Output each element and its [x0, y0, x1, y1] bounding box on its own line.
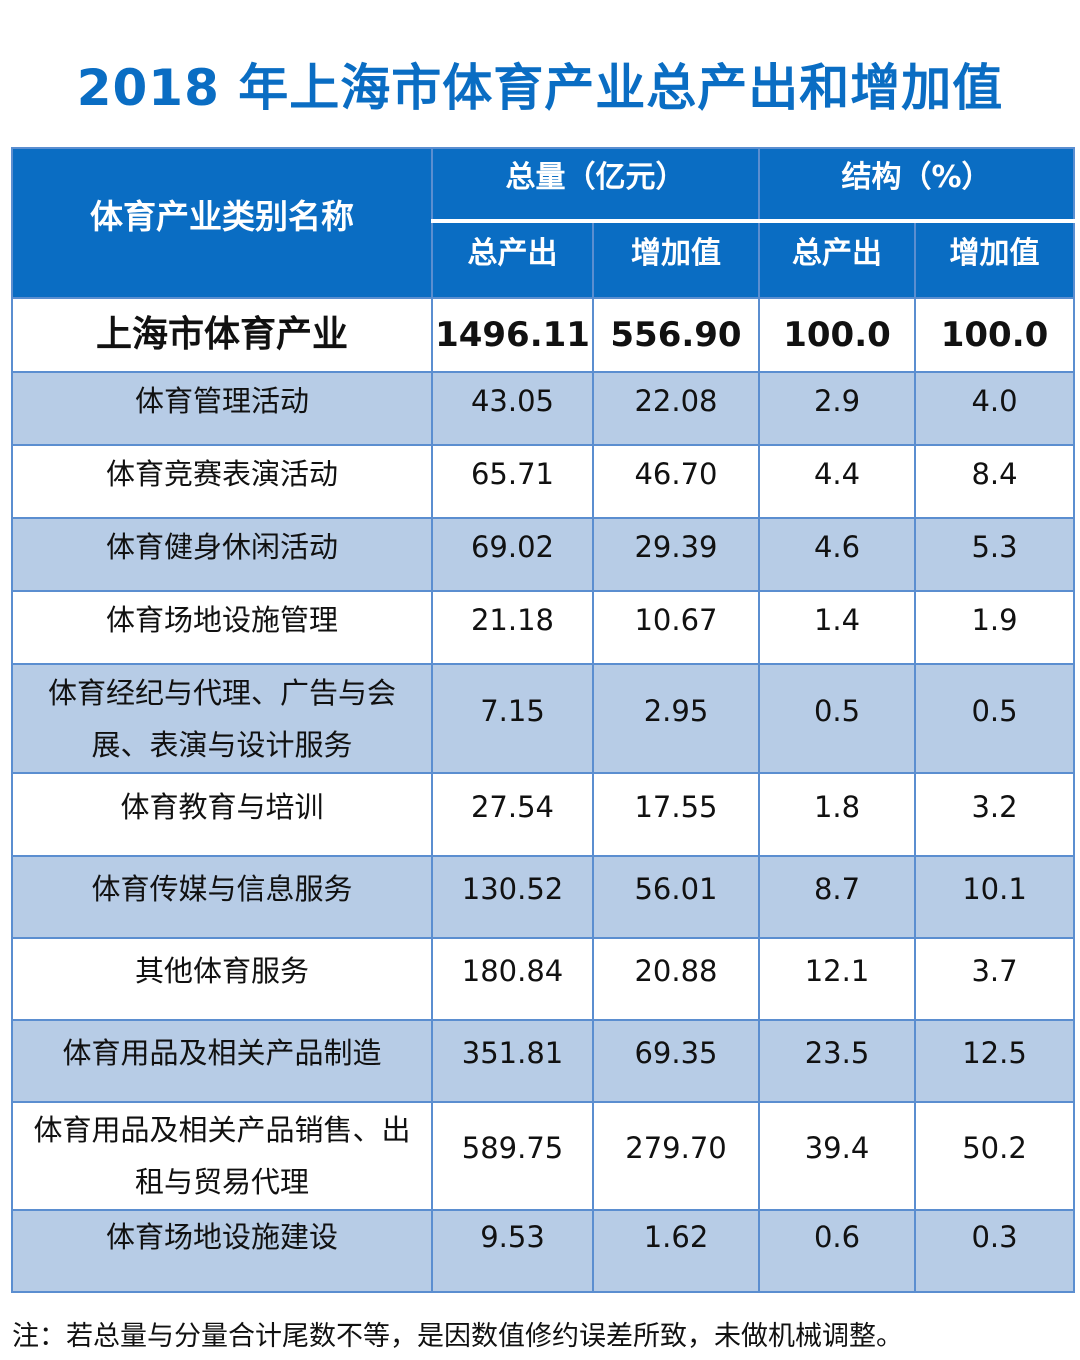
cell-output-pct: 8.7 [758, 855, 916, 939]
header-total-value-added: 增加值 [592, 220, 760, 299]
cell-value-added: 22.08 [592, 371, 760, 446]
cell-value-added: 17.55 [592, 772, 760, 857]
cell-output: 43.05 [431, 371, 594, 446]
header-structure-value-added: 增加值 [914, 220, 1075, 299]
header-total-output: 总产出 [431, 220, 594, 299]
table-row-total: 上海市体育产业 1496.11 556.90 100.0 100.0 [11, 297, 1075, 373]
cell-output: 21.18 [431, 590, 594, 665]
cell-value-added: 556.90 [592, 297, 760, 373]
cell-output-pct: 1.4 [758, 590, 916, 665]
cell-value-added: 20.88 [592, 937, 760, 1021]
cell-value-added: 69.35 [592, 1019, 760, 1103]
cell-output: 7.15 [431, 663, 594, 774]
cell-value-added: 46.70 [592, 444, 760, 519]
row-name: 体育教育与培训 [11, 772, 433, 857]
table-row: 其他体育服务 180.84 20.88 12.1 3.7 [11, 937, 1075, 1021]
row-name: 体育场地设施管理 [11, 590, 433, 665]
cell-value-added-pct: 3.7 [914, 937, 1075, 1021]
cell-output: 130.52 [431, 855, 594, 939]
cell-output: 69.02 [431, 517, 594, 592]
row-name: 上海市体育产业 [11, 297, 433, 373]
cell-output: 589.75 [431, 1101, 594, 1211]
cell-value-added: 29.39 [592, 517, 760, 592]
cell-value-added: 2.95 [592, 663, 760, 774]
cell-value-added-pct: 4.0 [914, 371, 1075, 446]
cell-value-added-pct: 50.2 [914, 1101, 1075, 1211]
row-name: 其他体育服务 [11, 937, 433, 1021]
table-row: 体育竞赛表演活动 65.71 46.70 4.4 8.4 [11, 444, 1075, 519]
cell-value-added: 56.01 [592, 855, 760, 939]
header-group-structure: 结构（%） [758, 147, 1075, 223]
cell-output-pct: 0.5 [758, 663, 916, 774]
header-structure-output: 总产出 [758, 220, 916, 299]
table-row: 体育用品及相关产品销售、出租与贸易代理 589.75 279.70 39.4 5… [11, 1101, 1075, 1211]
cell-value-added-pct: 12.5 [914, 1019, 1075, 1103]
footnote: 注：若总量与分量合计尾数不等，是因数值修约误差所致，未做机械调整。 [12, 1321, 903, 1352]
table-row: 体育用品及相关产品制造 351.81 69.35 23.5 12.5 [11, 1019, 1075, 1103]
cell-value-added-pct: 10.1 [914, 855, 1075, 939]
header-group-total: 总量（亿元） [431, 147, 760, 223]
cell-output: 27.54 [431, 772, 594, 857]
row-name: 体育管理活动 [11, 371, 433, 446]
cell-output-pct: 0.6 [758, 1209, 916, 1293]
cell-value-added-pct: 0.5 [914, 663, 1075, 774]
row-name: 体育竞赛表演活动 [11, 444, 433, 519]
cell-output: 1496.11 [431, 297, 594, 373]
cell-value-added: 10.67 [592, 590, 760, 665]
cell-output-pct: 1.8 [758, 772, 916, 857]
row-name: 体育用品及相关产品销售、出租与贸易代理 [11, 1101, 433, 1211]
cell-output-pct: 4.4 [758, 444, 916, 519]
cell-value-added-pct: 5.3 [914, 517, 1075, 592]
cell-value-added-pct: 1.9 [914, 590, 1075, 665]
table-row: 体育场地设施建设 9.53 1.62 0.6 0.3 [11, 1209, 1075, 1293]
row-name: 体育经纪与代理、广告与会展、表演与设计服务 [11, 663, 433, 774]
cell-output: 65.71 [431, 444, 594, 519]
page-title: 2018 年上海市体育产业总产出和增加值 [76, 59, 1004, 117]
cell-output: 351.81 [431, 1019, 594, 1103]
cell-output: 180.84 [431, 937, 594, 1021]
cell-value-added-pct: 3.2 [914, 772, 1075, 857]
table-row: 体育健身休闲活动 69.02 29.39 4.6 5.3 [11, 517, 1075, 592]
row-name: 体育传媒与信息服务 [11, 855, 433, 939]
row-name: 体育健身休闲活动 [11, 517, 433, 592]
header-category-name: 体育产业类别名称 [11, 147, 433, 299]
cell-output: 9.53 [431, 1209, 594, 1293]
cell-value-added-pct: 8.4 [914, 444, 1075, 519]
row-name: 体育场地设施建设 [11, 1209, 433, 1293]
cell-value-added: 279.70 [592, 1101, 760, 1211]
table-row: 体育经纪与代理、广告与会展、表演与设计服务 7.15 2.95 0.5 0.5 [11, 663, 1075, 774]
row-name: 体育用品及相关产品制造 [11, 1019, 433, 1103]
sports-industry-table: 体育产业类别名称 总量（亿元） 结构（%） 总产出 增加值 总产出 增加值 上海… [11, 147, 1075, 1293]
cell-value-added-pct: 100.0 [914, 297, 1075, 373]
cell-output-pct: 100.0 [758, 297, 916, 373]
cell-output-pct: 39.4 [758, 1101, 916, 1211]
cell-output-pct: 2.9 [758, 371, 916, 446]
cell-output-pct: 12.1 [758, 937, 916, 1021]
table-row: 体育场地设施管理 21.18 10.67 1.4 1.9 [11, 590, 1075, 665]
cell-value-added-pct: 0.3 [914, 1209, 1075, 1293]
table-row: 体育管理活动 43.05 22.08 2.9 4.0 [11, 371, 1075, 446]
cell-output-pct: 4.6 [758, 517, 916, 592]
table-row: 体育传媒与信息服务 130.52 56.01 8.7 10.1 [11, 855, 1075, 939]
cell-value-added: 1.62 [592, 1209, 760, 1293]
cell-output-pct: 23.5 [758, 1019, 916, 1103]
table-row: 体育教育与培训 27.54 17.55 1.8 3.2 [11, 772, 1075, 857]
